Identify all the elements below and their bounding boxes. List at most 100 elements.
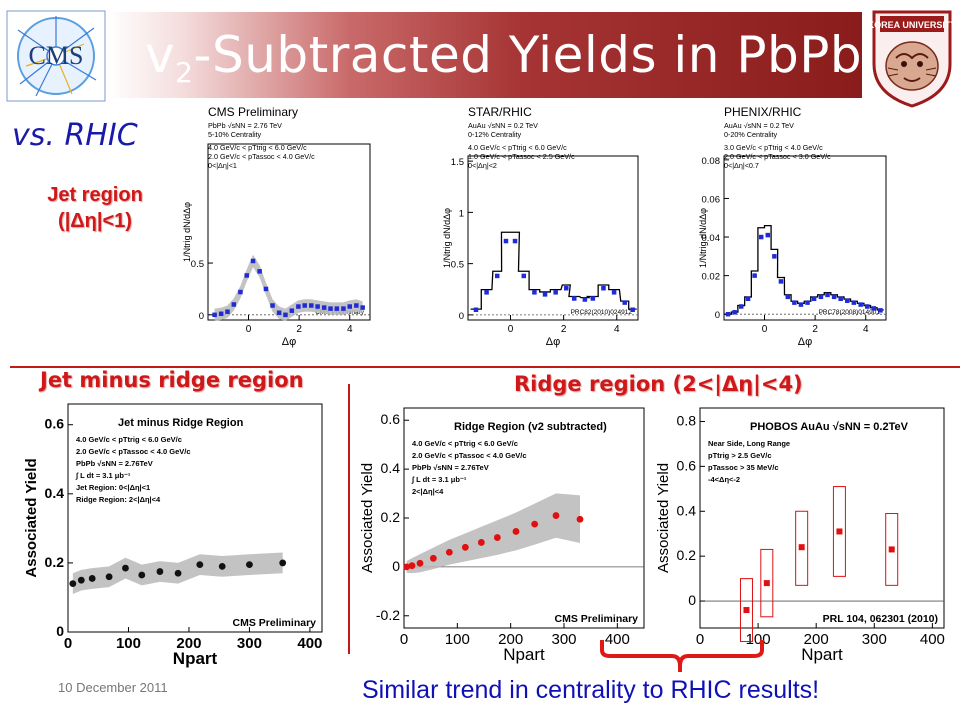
chart-phobos-ridge: PHOBOS AuAu √sNN = 0.2TeV Near Side, Long… xyxy=(652,402,952,668)
chart1-ytick-label-1: 0.5 xyxy=(451,260,464,271)
chart3-ytick-label-0: 0 xyxy=(56,623,64,639)
chart4-xlabel: Npart xyxy=(503,645,545,664)
chart5-watermark: PRL 104, 062301 (2010) xyxy=(823,613,938,625)
chart2-xtick-label-2: 4 xyxy=(863,324,869,335)
chart1-point-13 xyxy=(601,285,606,291)
chart-cms-ridge: Ridge Region (v2 subtracted) 4.0 GeV/c < … xyxy=(354,402,652,668)
chart0-ylabel: 1/Ntrig dN/dΔφ xyxy=(182,202,192,262)
chart0-point-2 xyxy=(225,309,230,314)
chart3-point-9 xyxy=(218,562,226,570)
chart0-point-7 xyxy=(257,269,262,274)
chart0-point-13 xyxy=(296,304,301,309)
chart-cms-jet: CMS Preliminary PbPb √sNN = 2.76 TeV 5-10%… xyxy=(182,104,378,362)
chart1-point-11 xyxy=(582,297,588,302)
chart5-ytick-label-2: 0.4 xyxy=(677,502,697,518)
title-banner xyxy=(108,12,862,98)
chart0-point-21 xyxy=(347,304,352,309)
chart0-point-11 xyxy=(283,312,288,318)
chart3-xtick-label-4: 400 xyxy=(297,635,322,652)
chart2-point-4 xyxy=(752,273,757,278)
chart3-point-4 xyxy=(122,564,129,572)
chart3-info-4: Jet Region: 0<|Δη|<1 xyxy=(76,483,150,492)
chart2-point-3 xyxy=(745,296,751,302)
chart5-frame xyxy=(699,407,945,629)
chart2-ytick-label-0: 0 xyxy=(715,310,720,321)
chart5-info-0: Near Side, Long Range xyxy=(708,439,790,448)
chart0-point-4 xyxy=(238,289,243,295)
chart0-band xyxy=(214,254,363,322)
cms-logo-icon: CMS xyxy=(6,10,106,102)
chart2-point-22 xyxy=(871,306,877,311)
chart1-point-12 xyxy=(590,296,596,301)
chart5-title: PHOBOS AuAu √sNN = 0.2TeV xyxy=(750,421,909,433)
chart0-point-19 xyxy=(334,306,340,311)
chart0-point-9 xyxy=(270,303,275,308)
chart3-point-5 xyxy=(138,571,146,579)
chart4-point-8 xyxy=(512,528,520,535)
chart1-info-0: AuAu √sNN = 0.2 TeV xyxy=(468,121,538,130)
chart4-ytick-label-1: 0 xyxy=(392,558,400,574)
chart4-point-9 xyxy=(531,520,539,528)
chart0-point-23 xyxy=(360,305,365,310)
chart2-point-18 xyxy=(845,298,850,303)
chart5-sys-box-2 xyxy=(795,510,809,586)
chart0-xtick-label-1: 2 xyxy=(296,324,302,335)
chart2-point-11 xyxy=(798,302,804,307)
chart0-point-0 xyxy=(212,312,217,318)
chart3-point-1 xyxy=(77,576,85,584)
korea-university-logo-icon: KOREA UNIVERSITY xyxy=(868,6,956,108)
chart1-xlabel: Δφ xyxy=(546,336,560,348)
chart0-point-18 xyxy=(328,306,333,311)
chart0-ytick-label-0: 0 xyxy=(199,311,204,322)
chart1-info-2: 4.0 GeV/c < pTtrig < 6.0 GeV/c xyxy=(468,143,567,152)
chart0-point-14 xyxy=(302,303,307,308)
chart1-ytick-label-0: 0 xyxy=(459,311,464,322)
chart5-info-3: -4<Δη<-2 xyxy=(708,475,740,484)
chart1-point-14 xyxy=(611,290,617,295)
conclusion-text: Similar trend in centrality to RHIC resu… xyxy=(362,676,820,704)
chart2-point-8 xyxy=(778,279,784,284)
chart0-info-3: 2.0 GeV/c < pTassoc < 4.0 GeV/c xyxy=(208,152,315,161)
chart4-info-2: PbPb √sNN = 2.76TeV xyxy=(412,463,489,472)
chart0-point-22 xyxy=(354,303,359,308)
chart2-info-2: 3.0 GeV/c < pTtrig < 4.0 GeV/c xyxy=(724,143,823,152)
svg-text:CMS: CMS xyxy=(29,41,84,70)
chart2-ytick-label-1: 0.02 xyxy=(702,272,721,283)
chart1-xtick-label-2: 4 xyxy=(614,324,620,335)
chart2-frame xyxy=(723,155,887,321)
chart0-point-8 xyxy=(263,286,269,292)
chart4-title: Ridge Region (v2 subtracted) xyxy=(454,421,607,433)
chart1-point-1 xyxy=(484,290,489,295)
chart0-info-2: 4.0 GeV/c < pTtrig < 6.0 GeV/c xyxy=(208,143,307,152)
chart3-title: Jet minus Ridge Region xyxy=(118,417,244,429)
chart3-info-5: Ridge Region: 2<|Δη|<4 xyxy=(76,495,161,504)
chart3-watermark: CMS Preliminary xyxy=(233,617,317,629)
chart4-point-4 xyxy=(445,548,453,556)
chart4-info-3: ∫ L dt = 3.1 μb⁻¹ xyxy=(411,475,467,484)
chart4-point-5 xyxy=(461,543,469,551)
chart1-ylabel: 1/Ntrig dN/dΔφ xyxy=(442,208,452,268)
chart0-point-1 xyxy=(218,311,224,317)
chart-phenix-jet: PHENIX/RHIC AuAu √sNN = 0.2 TeV 0-20% Cent… xyxy=(680,104,896,362)
chart2-xtick-label-0: 0 xyxy=(762,324,768,335)
chart1-point-2 xyxy=(494,273,500,279)
chart5-xtick-label-1: 100 xyxy=(746,631,771,648)
chart5-sys-box-3 xyxy=(832,486,846,577)
chart0-point-10 xyxy=(276,310,282,316)
chart4-ylabel: Associated Yield xyxy=(359,463,376,573)
chart5-xtick-label-0: 0 xyxy=(696,631,704,648)
chart5-info-2: pTassoc > 35 MeV/c xyxy=(708,463,779,472)
chart2-point-23 xyxy=(878,308,883,313)
chart0-info-0: PbPb √sNN = 2.76 TeV xyxy=(208,121,282,130)
chart4-watermark: CMS Preliminary xyxy=(555,613,639,625)
chart0-point-5 xyxy=(244,273,249,278)
chart4-point-11 xyxy=(576,515,584,523)
chart4-xtick-label-4: 400 xyxy=(605,631,630,648)
chart4-xtick-label-0: 0 xyxy=(400,631,408,648)
chart4-point-10 xyxy=(552,512,560,519)
chart3-ytick-label-2: 0.4 xyxy=(45,485,65,501)
chart2-point-21 xyxy=(865,304,870,309)
footer-date: 10 December 2011 xyxy=(58,680,168,695)
chart3-xtick-label-1: 100 xyxy=(116,635,141,652)
chart0-title: CMS Preliminary xyxy=(208,105,298,119)
